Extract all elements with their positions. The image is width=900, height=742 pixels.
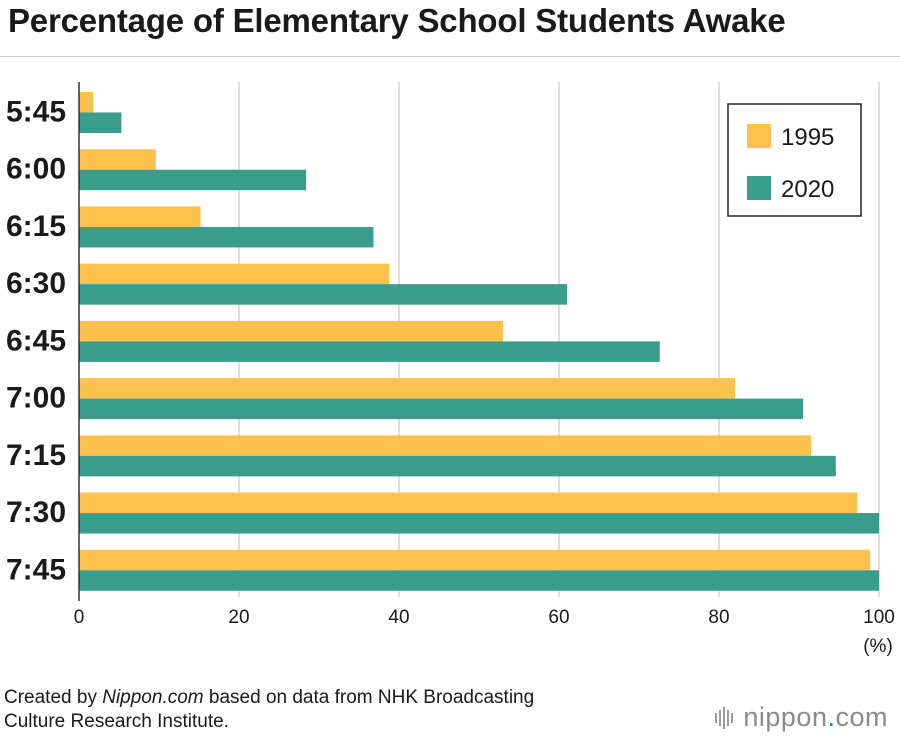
category-label: 6:15 (6, 210, 66, 243)
source-note: Created by Nippon.com based on data from… (4, 686, 534, 734)
x-tick-label: 40 (388, 607, 409, 628)
brand-suffix: com (835, 702, 888, 732)
bar-2020-745 (79, 570, 879, 591)
category-label: 5:45 (6, 96, 66, 129)
bar-1995-615 (79, 206, 201, 227)
x-tick-label: 60 (548, 607, 569, 628)
bar-2020-715 (79, 455, 836, 477)
title-divider (0, 56, 900, 57)
x-tick-label: 80 (708, 607, 729, 628)
bar-2020-545 (79, 112, 122, 133)
category-label: 7:00 (6, 382, 66, 415)
source-name: Nippon.com (102, 687, 204, 708)
category-label: 7:30 (6, 496, 66, 529)
bar-2020-700 (79, 398, 803, 420)
category-label: 6:45 (6, 324, 66, 357)
brand-logo: nippon. com (715, 702, 888, 733)
source-prefix: Created by (4, 687, 103, 708)
source-middle: based on data from NHK Broadcasting (203, 687, 535, 708)
bar-2020-730 (79, 513, 879, 534)
category-label: 7:15 (6, 439, 66, 472)
bar-1995-545 (79, 92, 94, 113)
legend-label-1995: 1995 (781, 124, 834, 151)
category-label: 6:30 (6, 267, 66, 300)
brand-dot: . (827, 702, 836, 732)
bar-1995-630 (79, 263, 390, 285)
legend-label-2020: 2020 (781, 176, 834, 203)
bar-2020-615 (79, 226, 374, 248)
bar-1995-730 (79, 492, 858, 514)
x-tick-label: 100 (863, 607, 895, 628)
bar-2020-645 (79, 341, 660, 362)
bar-1995-645 (79, 320, 503, 342)
category-label: 7:45 (6, 553, 66, 586)
bar-2020-630 (79, 284, 567, 305)
legend-swatch-2020 (747, 176, 771, 200)
bar-2020-600 (79, 169, 307, 191)
sound-wave-icon (715, 706, 735, 729)
brand-name: nippon (743, 702, 828, 732)
legend-swatch-1995 (747, 124, 771, 148)
bar-chart: 5:45 6:00 6:15 6:30 6:45 7:00 7:15 7:30 7:45 0 20 4… (6, 82, 895, 657)
chart-title: Percentage of Elementary School Students… (8, 2, 786, 39)
x-tick-label: 0 (74, 607, 85, 628)
bar-1995-745 (79, 549, 871, 571)
bar-1995-700 (79, 378, 735, 399)
category-label: 6:00 (6, 153, 66, 186)
bar-1995-600 (79, 149, 156, 170)
source-line-2: Culture Research Institute. (4, 711, 229, 732)
x-tick-label: 20 (228, 607, 249, 628)
bar-1995-715 (79, 435, 811, 456)
x-unit-label: (%) (863, 636, 893, 657)
